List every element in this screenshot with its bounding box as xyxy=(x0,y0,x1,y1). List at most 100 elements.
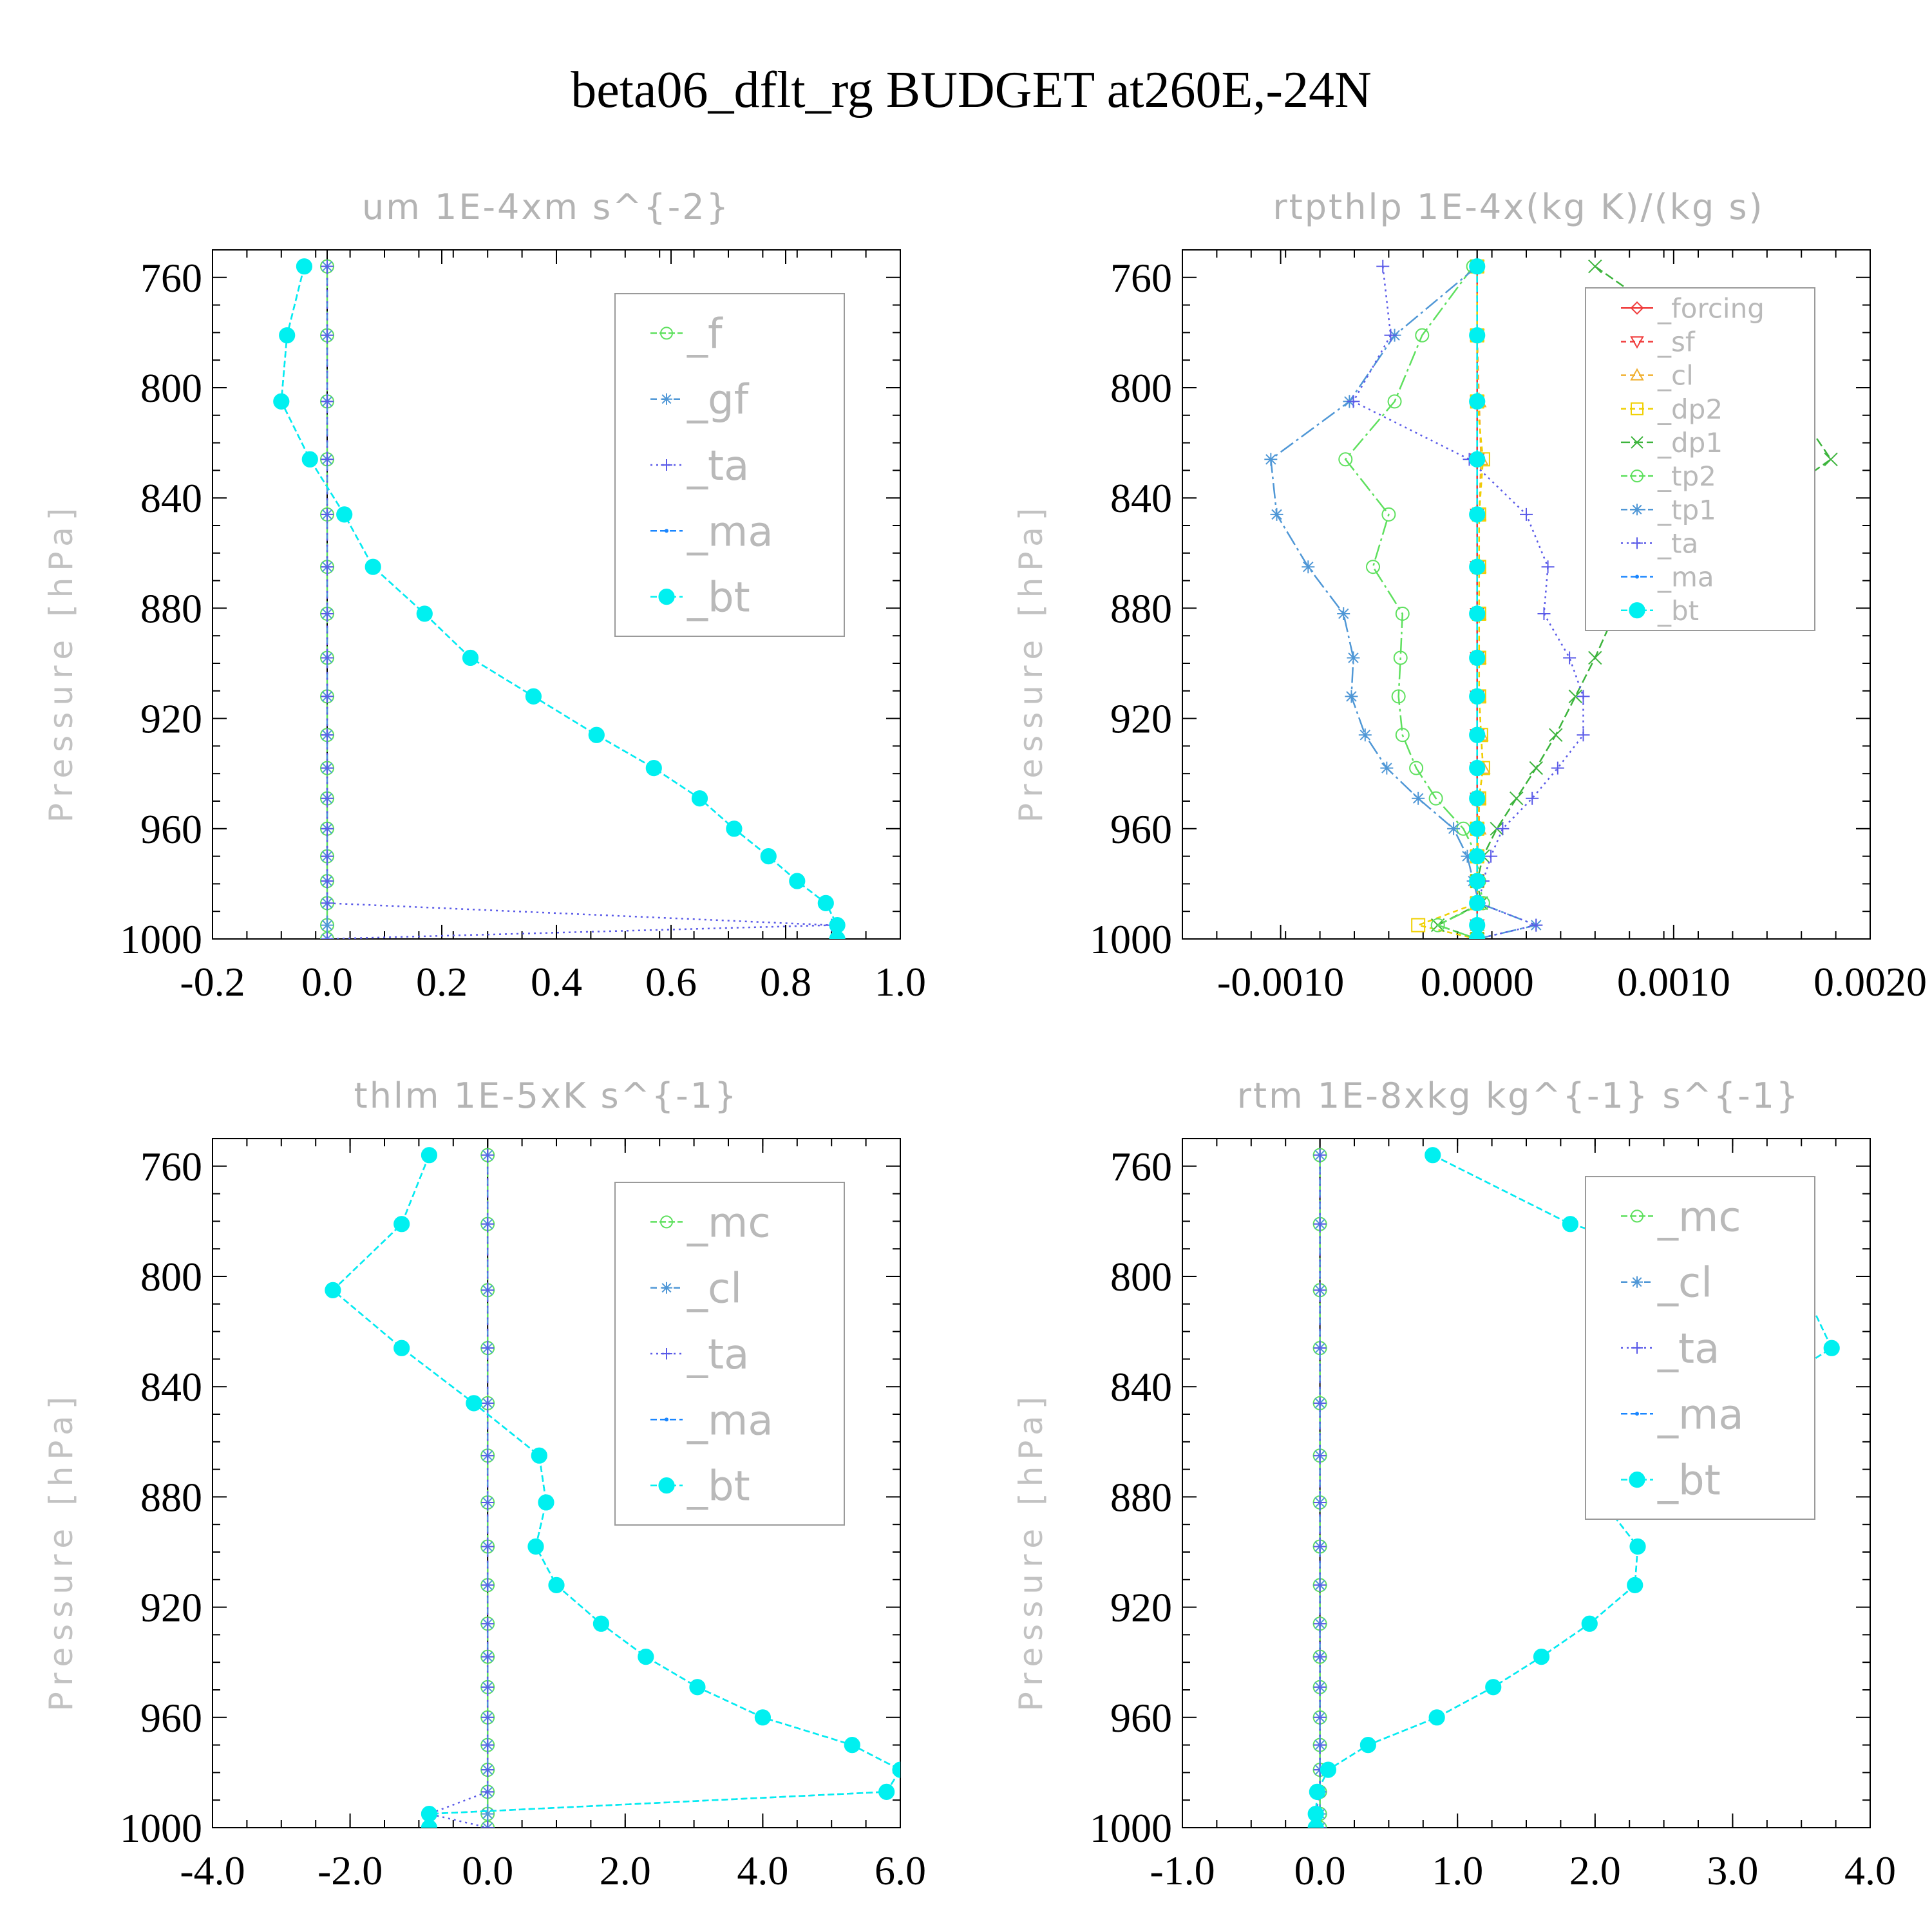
legend-label: _tp1 xyxy=(1657,494,1716,526)
x-tick-label: 0.0 xyxy=(1294,1848,1346,1893)
legend-entry: _cl xyxy=(650,1265,742,1313)
data-point xyxy=(321,690,334,703)
data-point xyxy=(481,1807,495,1821)
legend-label: _ta xyxy=(1657,1325,1719,1373)
series-bt xyxy=(273,258,846,939)
legend-label: _f xyxy=(687,310,723,358)
chart-area: 760 800 840 880 920 960 1000-1.0 0.0 1.0 2.0 3.0 4.… xyxy=(1090,1138,1896,1893)
legend-label: _ma xyxy=(687,1397,773,1444)
data-point xyxy=(1359,1737,1376,1754)
data-point xyxy=(1469,873,1486,889)
legend-label: _bt xyxy=(1657,1457,1721,1505)
data-point xyxy=(481,1680,495,1694)
data-point xyxy=(321,896,334,910)
data-point xyxy=(1469,258,1486,275)
data-point xyxy=(1469,327,1486,344)
data-point xyxy=(1581,1615,1598,1632)
legend-entry: _bt xyxy=(650,574,750,622)
data-point xyxy=(481,1283,495,1297)
y-tick-label: 880 xyxy=(1110,585,1172,631)
data-point xyxy=(1270,507,1283,521)
data-point xyxy=(1313,1617,1327,1631)
legend-entry: _ma xyxy=(1621,1391,1744,1439)
legend-label: _cl xyxy=(687,1265,742,1313)
y-tick-label: 800 xyxy=(140,1254,202,1300)
data-point xyxy=(481,1495,495,1509)
data-point xyxy=(321,395,334,408)
data-point xyxy=(1358,728,1372,742)
panel-rtpthlp: rtpthlp 1E-4x(kg K)/(kg s) Pressure [hPa… xyxy=(1012,187,1927,1005)
data-point xyxy=(321,328,334,342)
data-point xyxy=(321,933,334,939)
legend-box xyxy=(1585,287,1815,631)
x-tick-label: -4.0 xyxy=(180,1848,245,1893)
data-point xyxy=(1510,791,1524,806)
data-point xyxy=(1415,328,1430,343)
y-tick-label: 760 xyxy=(1110,1144,1172,1189)
data-point xyxy=(1541,560,1555,574)
data-point xyxy=(1549,728,1563,742)
legend-label: _ta xyxy=(687,1331,749,1379)
data-point xyxy=(1469,760,1486,777)
legend-label: _mc xyxy=(1657,1193,1741,1241)
legend-entry: _ta xyxy=(650,1331,749,1379)
data-point xyxy=(1313,1650,1327,1663)
y-tick-label: 840 xyxy=(1110,1364,1172,1410)
y-tick-label: 960 xyxy=(140,806,202,852)
legend-box xyxy=(614,293,845,637)
y-tick-label: 920 xyxy=(140,1585,202,1631)
y-tick-label: 1000 xyxy=(120,916,202,962)
data-point xyxy=(1313,1283,1327,1297)
data-point xyxy=(1526,791,1539,805)
data-point xyxy=(1588,259,1602,274)
data-point xyxy=(1469,605,1486,622)
data-point xyxy=(1469,393,1486,410)
x-tick-label: 0.2 xyxy=(416,959,468,1005)
x-tick-label: 3.0 xyxy=(1707,1848,1758,1893)
legend-label: _cl xyxy=(1657,1260,1712,1307)
data-point xyxy=(1395,606,1410,621)
data-point xyxy=(481,1540,495,1553)
legend-box xyxy=(1585,1176,1815,1520)
data-point xyxy=(1530,918,1543,932)
data-point xyxy=(1307,1819,1324,1828)
data-point xyxy=(279,327,296,344)
data-point xyxy=(1484,849,1498,863)
legend-entry: _dp2 xyxy=(1621,393,1723,425)
series-tp1 xyxy=(1264,260,1543,939)
data-point xyxy=(321,607,334,620)
data-point xyxy=(481,1341,495,1355)
data-point xyxy=(1309,1783,1325,1800)
data-point xyxy=(1307,1806,1324,1823)
legend-label: _ta xyxy=(1657,528,1698,560)
data-point xyxy=(1562,1216,1578,1233)
legend-entry: _ta xyxy=(650,442,749,490)
x-tick-label: 0.0020 xyxy=(1814,959,1927,1005)
series-bt xyxy=(325,1147,900,1828)
data-point xyxy=(527,1538,544,1555)
legend-label: _ma xyxy=(1657,562,1714,593)
data-point xyxy=(1461,849,1474,863)
data-point xyxy=(1428,791,1443,806)
data-point xyxy=(1588,650,1602,665)
legend: _mc _cl _ta _ma _bt xyxy=(614,1182,845,1526)
data-point xyxy=(592,1615,610,1632)
data-point xyxy=(531,1447,547,1464)
x-tick-label: 0.0 xyxy=(301,959,353,1005)
data-point xyxy=(789,873,806,889)
data-point xyxy=(1430,918,1445,933)
x-tick-label: 1.0 xyxy=(1432,1848,1483,1893)
y-axis-label: Pressure [hPa] xyxy=(43,502,80,823)
y-tick-label: 800 xyxy=(1110,1254,1172,1300)
data-point xyxy=(1469,726,1486,743)
legend-label: _bt xyxy=(687,574,750,622)
data-point xyxy=(481,1578,495,1592)
data-point xyxy=(1393,650,1408,665)
legend-box xyxy=(614,1182,845,1526)
figure-title: beta06_dflt_rg BUDGET at260E,-24N xyxy=(571,62,1372,118)
data-point xyxy=(1313,1495,1327,1509)
data-point xyxy=(1469,790,1486,807)
data-point xyxy=(1469,506,1486,523)
data-point xyxy=(726,820,743,837)
data-point xyxy=(1824,452,1838,466)
